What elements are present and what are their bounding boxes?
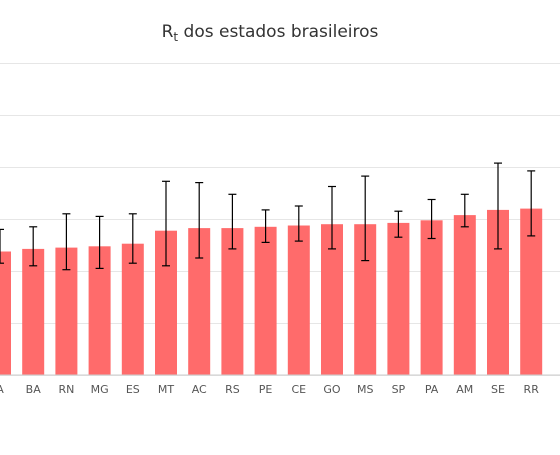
error-bar-sp <box>394 210 403 238</box>
chart-title-rest: dos estados brasileiros <box>178 22 378 42</box>
gridlines <box>0 63 560 376</box>
error-bar-ac <box>195 182 204 259</box>
bar-rr <box>520 208 543 375</box>
x-tick-label: RN <box>58 383 74 396</box>
x-tick-label: RR <box>524 383 540 396</box>
x-tick-label: MG <box>91 383 109 396</box>
error-bar-rr <box>527 170 536 237</box>
error-bar-pa <box>427 198 436 240</box>
bar-pa <box>420 220 443 375</box>
error-bar-rn <box>62 213 71 271</box>
x-tick-label: AM <box>456 383 473 396</box>
x-tick-label: RS <box>225 383 240 396</box>
x-tick-label: MS <box>357 383 373 396</box>
error-bar-pe <box>261 209 270 243</box>
error-bars <box>0 162 536 271</box>
error-bar-se <box>494 162 502 250</box>
bar-ba <box>22 248 45 375</box>
x-tick-label: SE <box>491 383 505 396</box>
error-bar-mg <box>95 215 104 269</box>
error-bar-a <box>0 228 4 264</box>
x-tick-label: ES <box>126 383 140 396</box>
bar-ac <box>188 228 211 375</box>
bars <box>0 208 543 375</box>
bar-ms <box>354 224 377 375</box>
x-tick-label: PE <box>259 383 273 396</box>
bar-ce <box>287 225 310 375</box>
bar-mg <box>88 246 111 375</box>
bar-rs <box>221 228 244 375</box>
x-tick-labels: A BA RN MG ES MT AC RS PE CE GO MS SP PA AM SE RR <box>0 383 539 396</box>
bar-sp <box>387 222 410 375</box>
error-bar-rs <box>228 193 237 250</box>
bar-es <box>121 243 144 375</box>
chart-title-subscript: t <box>173 30 178 44</box>
bar-go <box>321 224 343 375</box>
error-bar-am <box>460 193 469 228</box>
error-bar-go <box>328 185 336 250</box>
chart-title: Rt dos estados brasileiros <box>162 22 379 44</box>
x-tick-label: MT <box>158 383 174 396</box>
bar-rn <box>55 247 78 375</box>
error-bar-ms <box>361 175 370 262</box>
error-bar-ce <box>294 205 303 242</box>
x-tick-label: BA <box>26 383 42 396</box>
bar-a <box>0 251 11 375</box>
chart-title-main: R <box>162 22 174 42</box>
error-bar-ba <box>29 226 38 267</box>
bar-mt <box>155 230 177 375</box>
bar-pe <box>254 226 277 375</box>
error-bar-mt <box>162 180 170 267</box>
x-tick-label: AC <box>192 383 207 396</box>
x-tick-label: PA <box>425 383 439 396</box>
bar-am <box>453 215 476 375</box>
x-tick-label: CE <box>291 383 306 396</box>
bar-se <box>487 209 509 375</box>
x-tick-label: SP <box>392 383 406 396</box>
x-tick-label: A <box>0 383 4 396</box>
x-tick-label: GO <box>323 383 341 396</box>
error-bar-es <box>128 213 137 264</box>
